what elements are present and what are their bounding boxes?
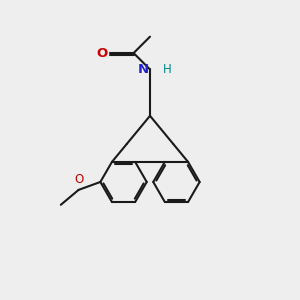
Text: H: H: [163, 63, 172, 76]
Text: O: O: [97, 46, 108, 60]
Text: O: O: [74, 173, 83, 186]
Text: N: N: [137, 63, 148, 76]
